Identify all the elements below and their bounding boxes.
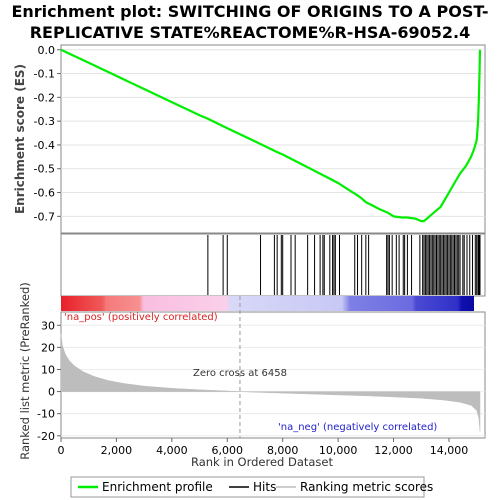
enrichment-profile-line [60,48,482,223]
es-y-ticks: 0.0 -0.1 -0.2 -0.3 -0.4 -0.5 -0.6 -0.7 [34,44,61,223]
es-y-axis-label: Enrichment score (ES) [13,64,27,214]
metric-y-tick-label: 20 [41,341,55,354]
es-y-tick-label: -0.4 [34,139,55,152]
es-y-tick-label: 0.0 [38,44,56,57]
es-grid [61,49,485,217]
x-tick-label: 2,000 [101,444,133,457]
es-y-tick-label: -0.2 [34,91,55,104]
legend-enrichment-label: Enrichment profile [102,480,213,494]
es-y-tick-label: -0.6 [34,187,55,200]
hit-lines [207,235,481,295]
metric-y-tick-label: 0 [48,386,55,399]
es-y-tick-label: -0.3 [34,115,55,128]
es-y-tick-label: -0.1 [34,68,55,81]
x-tick-label: 0 [58,444,65,457]
legend-hits-label: Hits [253,480,276,494]
metric-panel: Zero cross at 6458 'na_pos' (positively … [18,282,486,469]
es-y-tick-label: -0.7 [34,210,55,223]
metric-y-tick-label: 10 [41,363,55,376]
legend: Enrichment profile Hits Ranking metric s… [70,476,433,498]
metric-y-ticks: 30 20 10 0 -10 -20 [37,319,61,443]
rank-color-bar [61,296,474,311]
x-axis-label: Rank in Ordered Dataset [191,455,334,469]
color-bar-gradient [61,296,474,311]
x-tick-label: 6,000 [212,444,244,457]
x-tick-label: 10,000 [319,444,358,457]
metric-x-ticks: 0 2,000 4,000 6,000 8,000 10,000 12,000 14,000 [58,438,469,457]
metric-y-axis-label: Ranked list metric (PreRanked) [18,282,32,460]
title-line-2: REPLICATIVE STATE%REACTOME%R-HSA-69052.4 [30,23,471,42]
hits-panel-frame [60,233,486,297]
zero-cross-label: Zero cross at 6458 [193,368,287,379]
hits-panel [60,233,486,297]
es-panel: 0.0 -0.1 -0.2 -0.3 -0.4 -0.5 -0.6 -0.7 Enrichme… [13,44,486,234]
metric-y-tick-label: -20 [37,430,55,443]
legend-metric-label: Ranking metric scores [300,480,433,494]
pos-correlated-label: 'na_pos' (positively correlated) [64,312,218,323]
x-tick-label: 14,000 [430,444,469,457]
metric-y-tick-label: -10 [37,408,55,421]
metric-panel-frame [60,311,486,439]
metric-y-tick-label: 30 [41,319,55,332]
es-panel-frame [60,44,486,234]
es-y-tick-label: -0.5 [34,163,55,176]
x-tick-label: 8,000 [267,444,299,457]
ranking-metric-area [60,334,481,432]
neg-correlated-label: 'na_neg' (negatively correlated) [278,422,437,433]
title-line-1: Enrichment plot: SWITCHING OF ORIGINS TO… [11,2,488,21]
x-tick-label: 4,000 [156,444,188,457]
x-tick-label: 12,000 [374,444,413,457]
